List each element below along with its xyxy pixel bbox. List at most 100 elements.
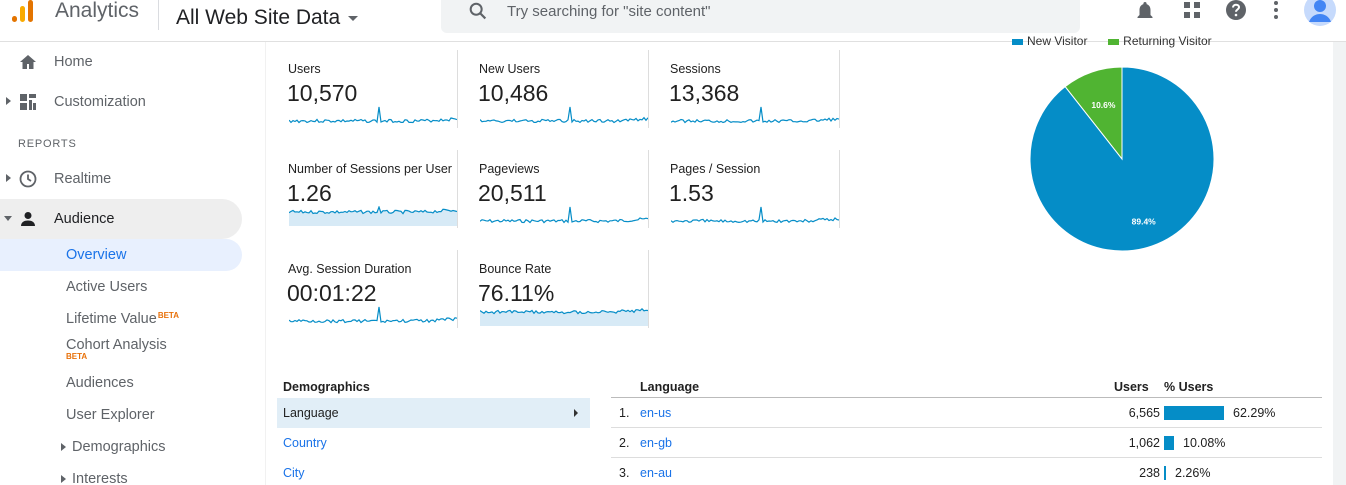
sidebar-item-label: Audience xyxy=(54,211,115,227)
pie-slice-label: 89.4% xyxy=(1132,217,1157,227)
demographics-item-label: Language xyxy=(283,406,339,420)
search-bar[interactable] xyxy=(441,0,1080,33)
sparkline-area xyxy=(480,308,648,326)
visitor-pie-chart[interactable]: 10.6% 89.4% xyxy=(1029,66,1215,252)
metric-label: Users xyxy=(288,62,321,76)
apps-grid-icon[interactable] xyxy=(1180,0,1204,24)
language-link[interactable]: en-gb xyxy=(640,436,672,450)
metric-tile[interactable]: New Users 10,486 xyxy=(459,50,649,128)
metric-label: Sessions xyxy=(670,62,721,76)
sparkline-line xyxy=(480,206,648,224)
sidebar-sub-demographics[interactable]: Demographics xyxy=(0,431,242,463)
row-pct: 10.08% xyxy=(1183,436,1226,450)
sidebar-sub-lifetime-value[interactable]: Lifetime ValueBETA xyxy=(0,303,242,335)
metric-value: 1.53 xyxy=(669,180,714,206)
scrollbar-track[interactable] xyxy=(1333,42,1346,485)
metric-label: Avg. Session Duration xyxy=(288,262,412,276)
sidebar-item-customization[interactable]: Customization xyxy=(0,82,242,122)
table-row: 3. en-au 238 2.26% xyxy=(611,458,1322,485)
pie-slice[interactable] xyxy=(1029,66,1215,252)
metric-label: Bounce Rate xyxy=(479,262,552,276)
top-bar: Analytics All Web Site Data xyxy=(0,0,1346,42)
sidebar: Home Customization REPORTS Realtime Audi… xyxy=(0,42,266,485)
sidebar-sub-user-explorer[interactable]: User Explorer xyxy=(0,399,242,431)
table-header-pct-users: % Users xyxy=(1164,380,1214,394)
app-name: Analytics xyxy=(55,0,140,22)
demographics-item-city[interactable]: City xyxy=(277,458,590,485)
language-link[interactable]: en-us xyxy=(640,406,672,420)
avatar[interactable] xyxy=(1304,0,1336,26)
sparkline-line xyxy=(289,106,457,124)
row-users: 1,062 xyxy=(1128,436,1160,450)
metric-tile[interactable]: Pages / Session 1.53 xyxy=(650,150,840,228)
metric-tile[interactable]: Pageviews 20,511 xyxy=(459,150,649,228)
sidebar-item-realtime[interactable]: Realtime xyxy=(0,159,242,199)
help-icon[interactable] xyxy=(1224,0,1248,24)
metric-sparkline xyxy=(480,307,648,326)
row-number: 1. xyxy=(619,406,630,420)
metric-tile[interactable]: Users 10,570 xyxy=(268,50,458,128)
sidebar-item-home[interactable]: Home xyxy=(0,42,242,82)
search-input[interactable] xyxy=(507,0,1067,22)
bell-icon[interactable] xyxy=(1133,0,1157,24)
sparkline-area xyxy=(289,207,457,226)
metric-label: New Users xyxy=(479,62,541,76)
sidebar-sub-overview[interactable]: Overview xyxy=(0,239,242,271)
sidebar-sub-active-users[interactable]: Active Users xyxy=(0,271,242,303)
table-row: 2. en-gb 1,062 10.08% xyxy=(611,428,1322,458)
pct-bar xyxy=(1164,406,1224,420)
language-link[interactable]: en-au xyxy=(640,466,672,480)
more-vert-icon[interactable] xyxy=(1264,0,1288,24)
metric-tile[interactable]: Sessions 13,368 xyxy=(650,50,840,128)
sidebar-sub-label: Overview xyxy=(66,247,127,263)
metric-tile[interactable]: Number of Sessions per User 1.26 xyxy=(268,150,458,228)
demographics-item-label: Country xyxy=(283,436,327,450)
sidebar-item-label: Realtime xyxy=(54,171,112,187)
property-name: All Web Site Data xyxy=(176,6,341,29)
pct-bar xyxy=(1164,466,1166,480)
sidebar-sub-label: User Explorer xyxy=(66,407,155,423)
metric-sparkline xyxy=(480,206,648,224)
sidebar-sub-interests[interactable]: Interests xyxy=(0,463,242,485)
chevron-right-icon xyxy=(574,409,578,417)
analytics-logo-icon[interactable] xyxy=(10,0,36,24)
row-pct: 2.26% xyxy=(1175,466,1211,480)
row-users: 238 xyxy=(1139,466,1160,480)
clock-icon xyxy=(19,170,37,188)
reports-section-label: REPORTS xyxy=(18,138,77,150)
caret-down-icon xyxy=(348,15,359,21)
sidebar-item-label: Customization xyxy=(54,94,146,110)
property-selector[interactable]: All Web Site Data xyxy=(176,4,359,32)
metric-label: Pageviews xyxy=(479,162,540,176)
sparkline-line xyxy=(671,206,839,224)
sidebar-item-audience[interactable]: Audience xyxy=(0,199,242,239)
table-header-rule xyxy=(611,397,1322,398)
legend-label-new: New Visitor xyxy=(1027,34,1088,48)
metric-label: Number of Sessions per User xyxy=(288,162,452,176)
row-number: 2. xyxy=(619,436,630,450)
sidebar-sub-cohort-analysis[interactable]: Cohort Analysis BETA xyxy=(0,333,242,365)
pie-slice-label: 10.6% xyxy=(1091,100,1116,110)
demographics-item-country[interactable]: Country xyxy=(277,428,590,458)
sparkline-line xyxy=(480,106,648,124)
metric-tile[interactable]: Bounce Rate 76.11% xyxy=(459,250,649,328)
sparkline-line xyxy=(671,106,839,124)
row-pct: 62.29% xyxy=(1233,406,1276,420)
sidebar-sub-label: Lifetime Value xyxy=(66,311,157,327)
sidebar-sub-label-wrap: Lifetime ValueBETA xyxy=(66,311,179,327)
metric-sparkline xyxy=(289,306,457,324)
metric-label: Pages / Session xyxy=(670,162,761,176)
demographics-item-language[interactable]: Language xyxy=(277,398,590,428)
metric-sparkline xyxy=(671,206,839,224)
metric-sparkline xyxy=(671,106,839,124)
metric-tile[interactable]: Avg. Session Duration 00:01:22 xyxy=(268,250,458,328)
metric-sparkline xyxy=(289,206,457,226)
expand-arrow-icon xyxy=(61,475,66,483)
sidebar-sub-audiences[interactable]: Audiences xyxy=(0,367,242,399)
header-divider xyxy=(158,0,159,30)
sparkline-line xyxy=(289,306,457,324)
legend-swatch-new xyxy=(1012,38,1023,45)
metric-value: 00:01:22 xyxy=(287,280,377,306)
sparkline-line xyxy=(289,206,457,215)
pie-legend: New Visitor Returning Visitor xyxy=(1012,34,1212,48)
